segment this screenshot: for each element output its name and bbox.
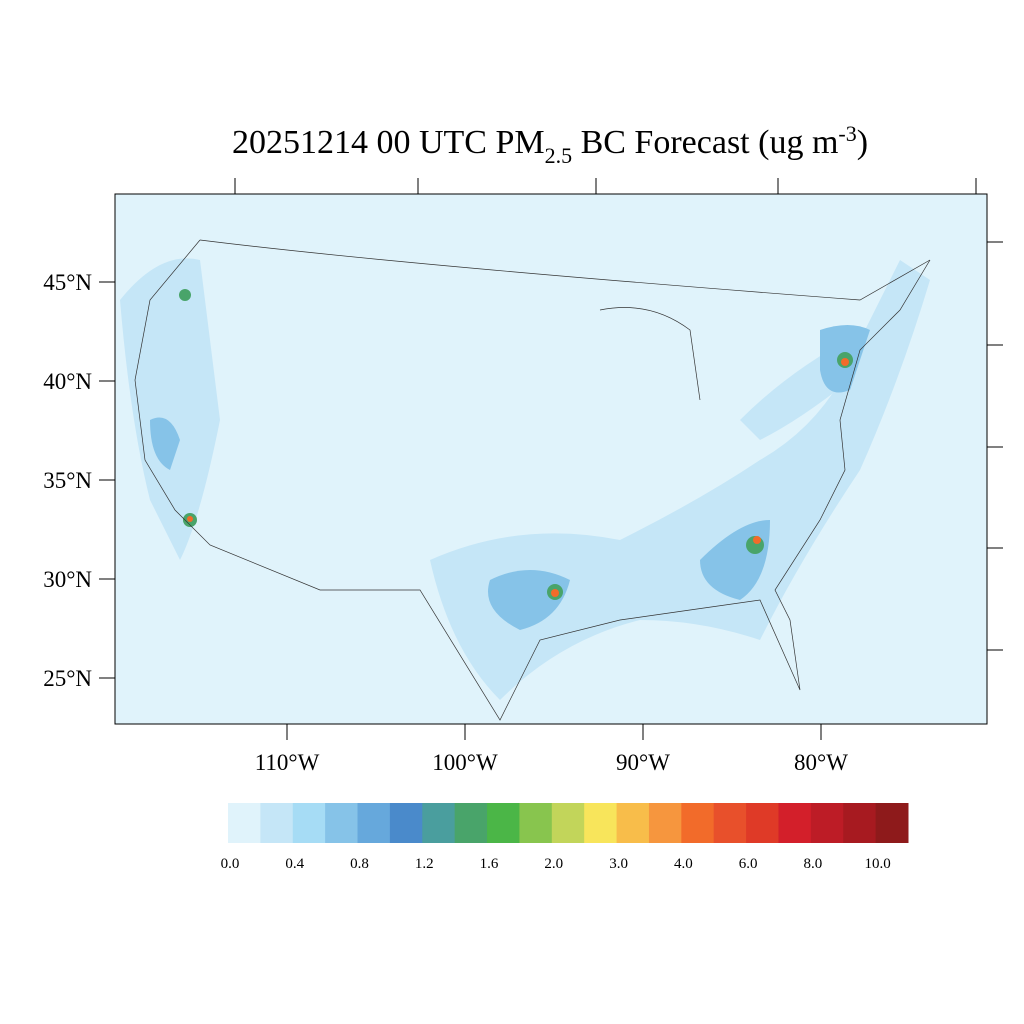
colorbar-box [843, 803, 877, 843]
lat-label: 35°N [43, 468, 92, 493]
colorbar-label: 0.0 [221, 856, 240, 872]
lon-label: 90°W [616, 750, 670, 775]
colorbar-box [778, 803, 812, 843]
title-sub: 2.5 [545, 143, 573, 168]
colorbar-box [422, 803, 456, 843]
hotspots-high [187, 358, 849, 597]
colorbar-box [228, 803, 261, 843]
hotspots [179, 289, 853, 600]
colorbar-label: 8.0 [803, 856, 822, 872]
colorbar-box [454, 803, 488, 843]
lon-label: 100°W [432, 750, 498, 775]
title-main: 20251214 00 UTC PM [232, 124, 545, 161]
colorbar-label: 0.8 [350, 856, 369, 872]
colorbar-label: 4.0 [674, 856, 693, 872]
colorbar-label: 0.4 [285, 856, 304, 872]
colorbar-box [519, 803, 553, 843]
ticks [99, 178, 1003, 740]
lat-label: 40°N [43, 369, 92, 394]
title: 20251214 00 UTC PM2.5 BC Forecast (ug m-… [232, 121, 868, 168]
colorbar-box [810, 803, 844, 843]
map-frame [114, 193, 988, 725]
colorbar-box [551, 803, 585, 843]
colorbar: 0.0 0.4 0.8 1.2 1.6 2.0 3.0 4.0 6.0 8.0 10.0 [221, 803, 909, 872]
colorbar-label: 1.2 [415, 856, 434, 872]
colorbar-label: 6.0 [739, 856, 758, 872]
colorbar-box [325, 803, 359, 843]
colorbar-box [292, 803, 326, 843]
colorbar-box [389, 803, 423, 843]
colorbar-box [487, 803, 520, 843]
title-rest: BC Forecast (ug m [572, 124, 838, 161]
title-sup: -3 [838, 121, 856, 146]
colorbar-label: 3.0 [609, 856, 628, 872]
map [99, 178, 1003, 740]
colorbar-box [681, 803, 715, 843]
lon-label: 80°W [794, 750, 848, 775]
lat-label: 45°N [43, 270, 92, 295]
lat-label: 25°N [43, 666, 92, 691]
colorbar-box [260, 803, 294, 843]
lat-label: 30°N [43, 567, 92, 592]
colorbar-label: 10.0 [864, 856, 890, 872]
colorbar-box [584, 803, 618, 843]
colorbar-box [616, 803, 650, 843]
colorbar-box [357, 803, 391, 843]
colorbar-label: 2.0 [544, 856, 563, 872]
lon-label: 110°W [255, 750, 320, 775]
colorbar-box [648, 803, 682, 843]
colorbar-box [875, 803, 909, 843]
boundaries [134, 239, 931, 721]
colorbar-box [746, 803, 779, 843]
title-end: ) [857, 124, 868, 161]
axis-labels: 45°N 40°N 35°N 30°N 25°N 110°W 100°W 90°W 80°W [43, 270, 848, 775]
colorbar-box [713, 803, 747, 843]
colorbar-label: 1.6 [480, 856, 499, 872]
